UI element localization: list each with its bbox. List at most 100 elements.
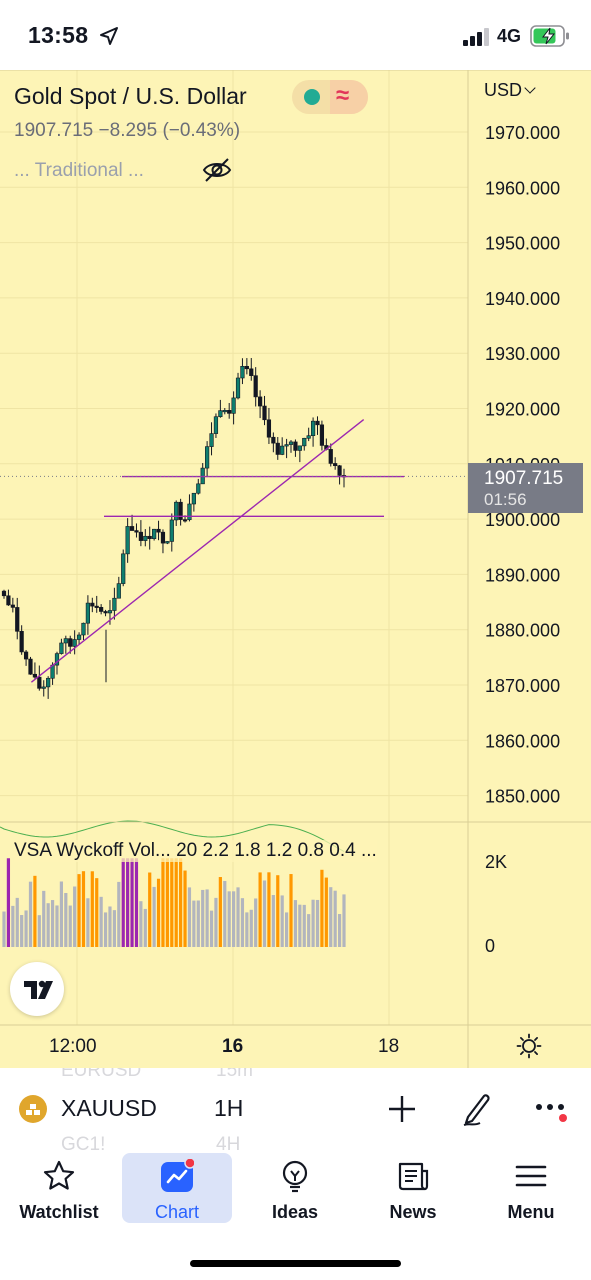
bottom-tab-bar: Watchlist Chart Ideas News: [0, 1150, 591, 1280]
status-time: 13:58: [28, 22, 89, 48]
candle-body: [174, 501, 179, 521]
volume-bar: [90, 871, 94, 947]
volume-bar: [280, 895, 284, 947]
tab-menu[interactable]: Menu: [476, 1153, 586, 1223]
volume-bar: [37, 915, 41, 947]
tab-label: Chart: [154, 1202, 199, 1222]
candle-body: [182, 519, 188, 522]
candle-body: [271, 436, 276, 444]
volume-bar: [284, 912, 289, 947]
hide-eye-icon[interactable]: [201, 156, 233, 184]
candle-body: [147, 535, 152, 539]
candle-body: [293, 441, 298, 451]
price-chart[interactable]: 1970.000 1960.000 1950.000 1940.000 1930.000…: [0, 70, 591, 1068]
candle-body: [19, 631, 24, 653]
volume-bar: [165, 858, 169, 947]
price-axis-label: 1960.000: [485, 178, 560, 198]
candle-body: [288, 441, 294, 445]
candle-body: [169, 519, 174, 542]
candle-body: [138, 531, 143, 541]
more-dots-icon[interactable]: [534, 1098, 570, 1124]
symbol-title[interactable]: Gold Spot / U.S. Dollar: [14, 83, 247, 109]
candle-body: [160, 531, 166, 544]
candlesticks: [1, 358, 347, 699]
candle-body: [68, 638, 73, 647]
candle-body: [222, 410, 227, 413]
volume-bar: [11, 905, 15, 947]
volume-bar: [289, 874, 293, 947]
bar-countdown: 01:56: [484, 490, 527, 509]
tab-ideas[interactable]: Ideas: [240, 1153, 350, 1223]
tab-watchlist[interactable]: Watchlist: [4, 1153, 114, 1223]
tab-label: News: [389, 1202, 437, 1222]
lightbulb-icon: [282, 1160, 308, 1193]
price-axis-label: 1940.000: [485, 289, 560, 309]
candle-body: [54, 653, 60, 666]
plus-icon[interactable]: [386, 1093, 418, 1125]
candle-body: [310, 420, 316, 436]
volume-bar: [139, 901, 143, 947]
volume-bar: [218, 877, 222, 947]
price-axis-label: 1850.000: [485, 787, 560, 807]
candle-body: [319, 424, 325, 446]
candle-body: [165, 541, 170, 544]
tab-news[interactable]: News: [358, 1153, 468, 1223]
candle-body: [107, 610, 113, 614]
volume-bar: [232, 891, 236, 947]
volume-bar: [267, 872, 271, 947]
star-icon: [43, 1160, 75, 1190]
tab-chart[interactable]: Chart: [122, 1153, 232, 1223]
candle-body: [103, 611, 108, 614]
chart-type-label[interactable]: ... Traditional ...: [14, 160, 144, 181]
candle-body: [121, 553, 126, 584]
candle-body: [143, 535, 148, 541]
price-axis-label: 1880.000: [485, 621, 560, 641]
chart-area[interactable]: 1970.000 1960.000 1950.000 1940.000 1930.000…: [0, 70, 591, 1068]
volume-bar: [95, 878, 99, 947]
price-axis-label: 1970.000: [485, 123, 560, 143]
volume-bar: [117, 881, 121, 947]
price-axis-label: 1930.000: [485, 344, 560, 364]
currency-selector[interactable]: USD: [484, 80, 536, 101]
home-indicator[interactable]: [190, 1260, 401, 1267]
volume-ma-line: [0, 820, 345, 852]
volume-bar: [81, 871, 86, 947]
candle-body: [32, 673, 38, 678]
gold-bars-icon: [19, 1095, 47, 1123]
volume-bars: [0, 820, 346, 947]
volume-bar: [112, 910, 116, 947]
candle-body: [333, 463, 338, 467]
volume-bar: [201, 889, 205, 947]
indicator-legend[interactable]: VSA Wyckoff Vol... 20 2.2 1.8 1.2 0.8 0.…: [14, 840, 377, 862]
candle-body: [235, 377, 241, 399]
volume-bar: [174, 858, 178, 947]
volume-bar: [121, 858, 125, 947]
candle-body: [134, 530, 139, 533]
candle-body: [59, 642, 64, 654]
volume-bar: [86, 898, 90, 947]
volume-bar: [262, 880, 267, 947]
volume-bar: [134, 858, 139, 947]
tab-label: Watchlist: [19, 1202, 99, 1222]
tradingview-logo-icon: [24, 980, 53, 999]
volume-bar: [2, 911, 6, 947]
menu-icon: [515, 1165, 547, 1187]
volume-bar: [223, 880, 227, 947]
candle-body: [262, 405, 267, 421]
volume-bar: [307, 914, 311, 947]
volume-bar: [302, 904, 306, 947]
interval-selector[interactable]: 1H: [214, 1095, 244, 1121]
candle-body: [125, 526, 130, 555]
market-status-badges[interactable]: ≈: [292, 80, 368, 114]
tradingview-logo[interactable]: [10, 962, 64, 1016]
drawing-pen-icon[interactable]: [460, 1090, 496, 1126]
price-axis-label: 1950.000: [485, 234, 560, 254]
volume-bar: [249, 909, 253, 947]
volume-bar: [183, 870, 187, 947]
symbol-selector[interactable]: XAUUSD: [61, 1095, 157, 1121]
ghost-symbol: EURUSD: [61, 1068, 142, 1081]
volume-bar: [187, 887, 192, 947]
tab-label: Ideas: [271, 1202, 319, 1222]
volume-bar: [245, 912, 249, 947]
sun-settings-icon[interactable]: [516, 1033, 542, 1059]
